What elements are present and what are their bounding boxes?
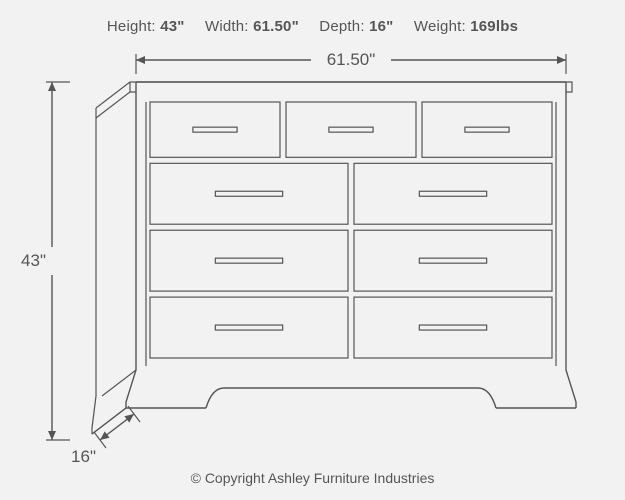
svg-text:61.50": 61.50" xyxy=(327,50,376,69)
svg-text:43": 43" xyxy=(21,251,46,270)
dresser-diagram: 61.50" 43" 16" xyxy=(0,0,625,500)
svg-text:16": 16" xyxy=(71,447,96,466)
copyright-text: © Copyright Ashley Furniture Industries xyxy=(0,470,625,486)
